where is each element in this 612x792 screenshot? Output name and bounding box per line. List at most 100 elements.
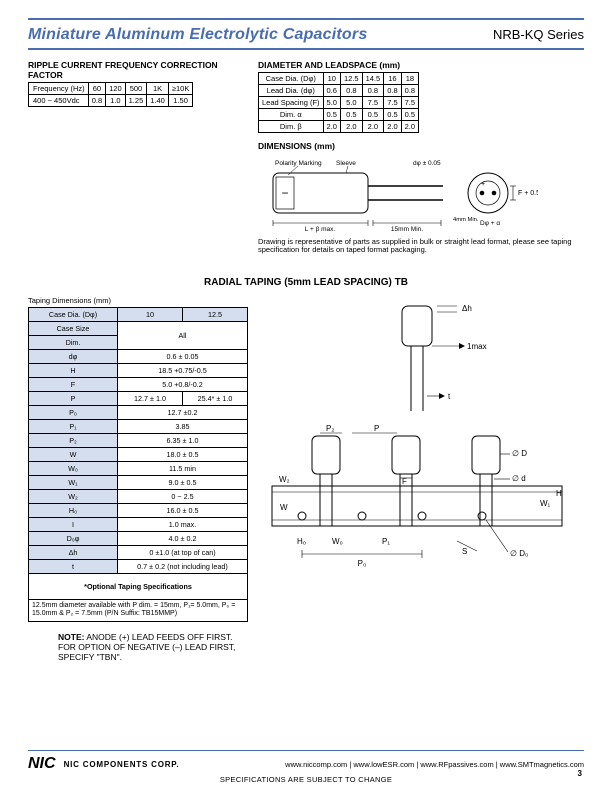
cell: D₀φ — [29, 531, 118, 545]
svg-text:dφ ± 0.05: dφ ± 0.05 — [413, 160, 441, 167]
cell: W — [29, 447, 118, 461]
cell: 0.5 — [340, 108, 362, 120]
cell: ≥10K — [168, 82, 192, 94]
svg-text:∅ D: ∅ D — [512, 449, 527, 458]
cell: All — [118, 321, 248, 349]
anode-note: NOTE: ANODE (+) LEAD FEEDS OFF FIRST. FO… — [58, 632, 584, 663]
cell: W₁ — [29, 475, 118, 489]
cell: Δh — [29, 545, 118, 559]
cell: P₀ — [29, 405, 118, 419]
cell: 0.5 — [323, 108, 340, 120]
cell: 1K — [147, 82, 169, 94]
cell: P — [29, 391, 118, 405]
cell: 3.85 — [118, 419, 248, 433]
cell: 60 — [88, 82, 105, 94]
cell: Case Dia. (Dφ) — [259, 72, 324, 84]
svg-text:P: P — [374, 424, 379, 433]
cell: H₀ — [29, 503, 118, 517]
svg-text:H: H — [556, 489, 562, 498]
cell: 12.5mm diameter available with P dim. = … — [29, 599, 248, 621]
cell: t — [29, 559, 118, 573]
cell: 1.0 max. — [118, 517, 248, 531]
cell: 4.0 ± 0.2 — [118, 531, 248, 545]
cell: 0 ~ 2.5 — [118, 489, 248, 503]
cell: 2.0 — [401, 120, 418, 132]
note-line: SPECIFY "TBN". — [58, 652, 122, 662]
cell: W₀ — [29, 461, 118, 475]
cell: F — [29, 377, 118, 391]
svg-text:∅ d: ∅ d — [512, 474, 526, 483]
dimensions-caption: Drawing is representative of parts as su… — [258, 238, 584, 255]
cell: 0.5 — [362, 108, 384, 120]
cell: 0.6 ± 0.05 — [118, 349, 248, 363]
cell: 2.0 — [340, 120, 362, 132]
svg-text:H₀: H₀ — [297, 537, 306, 546]
cell: 2.0 — [384, 120, 401, 132]
svg-text:Δh: Δh — [462, 304, 472, 313]
cell: 0.6 — [323, 84, 340, 96]
cell: W₂ — [29, 489, 118, 503]
diameter-table: Case Dia. (Dφ)1012.514.51618 Lead Dia. (… — [258, 72, 419, 133]
svg-text:P₂: P₂ — [326, 424, 334, 433]
cell: H — [29, 363, 118, 377]
cell: 7.5 — [362, 96, 384, 108]
cell: Lead Spacing (F) — [259, 96, 324, 108]
cell: 1.50 — [168, 94, 192, 106]
ripple-title: RIPPLE CURRENT FREQUENCY CORRECTION FACT… — [28, 60, 240, 80]
series-label: NRB-KQ Series — [493, 27, 584, 42]
capacitor-drawing: − + Polarity Marking Sleeve dφ ± 0.05 — [258, 153, 538, 233]
cell: 18.5 +0.75/-0.5 — [118, 363, 248, 377]
cell: 1.0 — [106, 94, 126, 106]
svg-text:F: F — [402, 477, 407, 486]
cell: P₂ — [29, 433, 118, 447]
cell: I — [29, 517, 118, 531]
radial-taping-diagram: Δh 1max t — [262, 296, 572, 596]
cell: Lead Dia. (dφ) — [259, 84, 324, 96]
svg-text:W: W — [280, 503, 288, 512]
cell: 5.0 — [340, 96, 362, 108]
cell: 2.0 — [323, 120, 340, 132]
cell: 0.8 — [401, 84, 418, 96]
ripple-table: Frequency (Hz) 60 120 500 1K ≥10K 400 ~ … — [28, 82, 193, 107]
cell: 0.8 — [362, 84, 384, 96]
cell: 25.4* ± 1.0 — [183, 391, 248, 405]
svg-text:∅ D₀: ∅ D₀ — [510, 549, 528, 558]
cell: 0.5 — [384, 108, 401, 120]
svg-text:+: + — [481, 181, 485, 188]
cell: 6.35 ± 1.0 — [118, 433, 248, 447]
header-rule — [28, 48, 584, 50]
svg-text:W₁: W₁ — [540, 499, 551, 508]
cell: 12.5 — [340, 72, 362, 84]
page-title: Miniature Aluminum Electrolytic Capacito… — [28, 26, 367, 44]
company-name: NIC COMPONENTS CORP. — [64, 760, 180, 769]
footer-links: www.niccomp.com | www.lowESR.com | www.R… — [285, 760, 584, 769]
cell: 5.0 — [323, 96, 340, 108]
cell: 16.0 ± 0.5 — [118, 503, 248, 517]
svg-text:15mm Min.: 15mm Min. — [391, 226, 423, 233]
svg-text:Sleeve: Sleeve — [336, 160, 356, 167]
svg-text:−: − — [281, 186, 288, 200]
diameter-title: DIAMETER AND LEADSPACE (mm) — [258, 60, 584, 70]
cell: *Optional Taping Specifications — [29, 573, 248, 599]
svg-text:S: S — [462, 547, 467, 556]
cell: Case Size — [29, 321, 118, 335]
page-number: 3 — [578, 769, 582, 778]
logo: NIC — [28, 755, 56, 773]
svg-text:Dφ + α: Dφ + α — [480, 220, 500, 227]
cell: 10 — [323, 72, 340, 84]
cell: 16 — [384, 72, 401, 84]
cell: 0.5 — [401, 108, 418, 120]
svg-text:P₁: P₁ — [382, 537, 390, 546]
cell: Case Dia. (Dφ) — [29, 307, 118, 321]
footer-subtitle: SPECIFICATIONS ARE SUBJECT TO CHANGE — [0, 775, 612, 784]
cell: P₁ — [29, 419, 118, 433]
top-rule — [28, 18, 584, 20]
cell: 18.0 ± 0.5 — [118, 447, 248, 461]
cell: 1.25 — [125, 94, 147, 106]
cell: 0.8 — [340, 84, 362, 96]
svg-text:Polarity Marking: Polarity Marking — [275, 160, 322, 167]
cell: 5.0 +0.8/-0.2 — [118, 377, 248, 391]
cell: Dim. α — [259, 108, 324, 120]
svg-text:t: t — [448, 392, 451, 401]
footer-rule — [28, 750, 584, 752]
